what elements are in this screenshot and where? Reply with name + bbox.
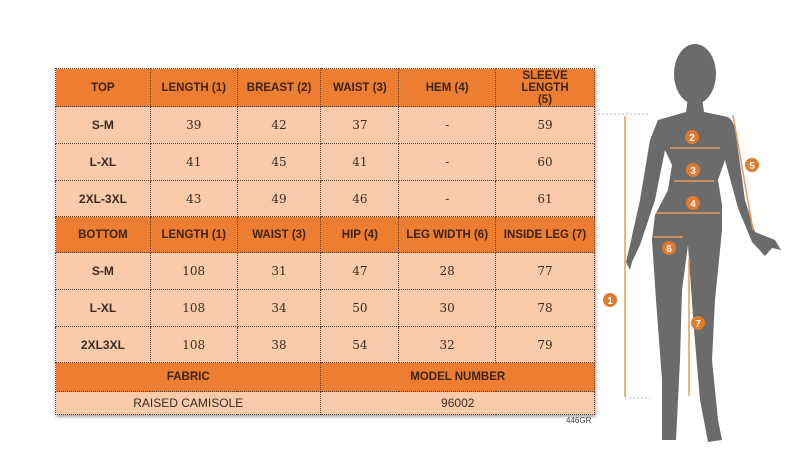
measurement-cell: 60: [495, 143, 595, 181]
header-cell: LENGTH (1): [149, 216, 238, 253]
size-label: S-M: [55, 106, 151, 144]
measurement-lines: [598, 113, 754, 399]
marker-circle: [686, 196, 700, 210]
marker-label: 3: [690, 166, 696, 177]
size-label: 2XL-3XL: [55, 180, 151, 217]
measurement-cell: 41: [149, 143, 238, 181]
info-value-row: RAISED CAMISOLE 96002: [54, 391, 595, 415]
measurement-cell: -: [398, 106, 497, 144]
model-value: 96002: [320, 391, 595, 415]
product-code: 446GR: [566, 416, 592, 425]
marker-label: 1: [607, 296, 613, 307]
header-cell: HEM (4): [398, 68, 497, 107]
measurement-cell: 45: [236, 143, 322, 181]
size-chart-table: TOP LENGTH (1) BREAST (2) WAIST (3) HEM …: [54, 68, 595, 415]
measurement-cell: 49: [236, 180, 322, 217]
measurement-cell: 78: [495, 289, 595, 327]
marker-circle: [691, 316, 705, 330]
measurement-cell: 28: [398, 252, 497, 290]
size-row: S-M 39 42 37-59: [55, 106, 595, 144]
measurement-markers: 1 2 3 4 5 6 7: [603, 130, 759, 330]
marker-label: 2: [689, 133, 695, 144]
measurement-cell: 108: [149, 289, 238, 327]
header-cell: TOP: [55, 68, 151, 107]
fabric-value: RAISED CAMISOLE: [54, 391, 322, 415]
size-row: L-XL 41 45 41-60: [55, 143, 595, 181]
marker-label: 7: [695, 319, 701, 330]
measurement-cell: 61: [495, 180, 595, 217]
measurement-cell: 79: [495, 326, 595, 363]
measurement-cell: 54: [320, 326, 400, 363]
header-cell: SLEEVE LENGTH (5): [495, 68, 595, 107]
size-row: 2XL3XL 108 38 54 32 79: [55, 326, 595, 363]
measurement-cell: -: [398, 180, 497, 217]
header-cell: WAIST (3): [320, 68, 400, 107]
size-row: S-M 108 31 47 28 77: [55, 252, 595, 290]
header-cell: BOTTOM: [55, 216, 151, 253]
marker-label: 4: [690, 199, 696, 210]
marker-circle: [603, 293, 617, 307]
marker-circle: [662, 241, 676, 255]
measurement-cell: 46: [320, 180, 400, 217]
marker-label: 5: [749, 161, 755, 172]
measurement-cell: 31: [236, 252, 322, 290]
size-row: 2XL-3XL 43 49 46-61: [55, 180, 595, 217]
measurement-cell: 108: [149, 252, 238, 290]
header-cell: LEG WIDTH (6): [398, 216, 497, 253]
size-label: 2XL3XL: [55, 326, 151, 363]
marker-circle: [745, 158, 759, 172]
header-cell: HIP (4): [320, 216, 400, 253]
measurement-cell: 47: [320, 252, 400, 290]
bottom-header-row: BOTTOM LENGTH (1) WAIST (3) HIP (4) LEG …: [55, 216, 595, 253]
top-header-row: TOP LENGTH (1) BREAST (2) WAIST (3) HEM …: [55, 68, 595, 107]
size-label: L-XL: [55, 143, 151, 181]
measurement-cell: 42: [236, 106, 322, 144]
marker-label: 6: [666, 244, 672, 255]
measurement-cell: 37: [320, 106, 400, 144]
size-row: L-XL 108 34 50 30 78: [55, 289, 595, 327]
measurement-cell: 59: [495, 106, 595, 144]
measurement-cell: 34: [236, 289, 322, 327]
silhouette: [626, 44, 781, 442]
marker-circle: [686, 163, 700, 177]
measurement-cell: -: [398, 143, 497, 181]
marker-circle: [685, 130, 699, 144]
header-cell: INSIDE LEG (7): [495, 216, 595, 253]
measurement-cell: 30: [398, 289, 497, 327]
size-label: L-XL: [55, 289, 151, 327]
measurement-cell: 50: [320, 289, 400, 327]
fabric-label: FABRIC: [54, 362, 322, 392]
header-cell: WAIST (3): [236, 216, 322, 253]
measurement-cell: 108: [149, 326, 238, 363]
